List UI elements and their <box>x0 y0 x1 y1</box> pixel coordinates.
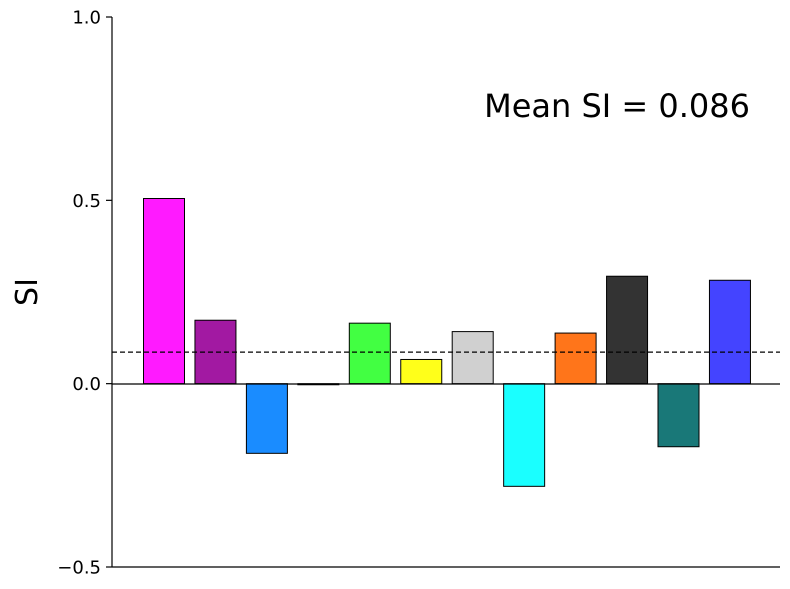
bar-6 <box>400 358 443 385</box>
bar-9 <box>554 332 597 385</box>
y-tick-label: −0.5 <box>57 558 101 579</box>
bar-7 <box>451 331 494 385</box>
mean-annotation: Mean SI = 0.086 <box>484 87 750 125</box>
bar-1 <box>143 198 185 385</box>
y-axis-label: SI <box>10 278 45 306</box>
y-tick-label: 1.0 <box>72 8 101 29</box>
bar-12 <box>708 279 751 385</box>
bar-3 <box>245 383 288 454</box>
y-ticks: −0.5 0.0 0.5 1.0 <box>57 8 112 579</box>
bar-10 <box>606 275 649 385</box>
bar-5 <box>348 322 391 385</box>
bars-group <box>143 198 751 487</box>
y-tick-label: 0.0 <box>72 374 101 395</box>
bar-8 <box>503 383 546 487</box>
y-tick-label: 0.5 <box>72 191 101 212</box>
bar-11 <box>657 383 700 448</box>
